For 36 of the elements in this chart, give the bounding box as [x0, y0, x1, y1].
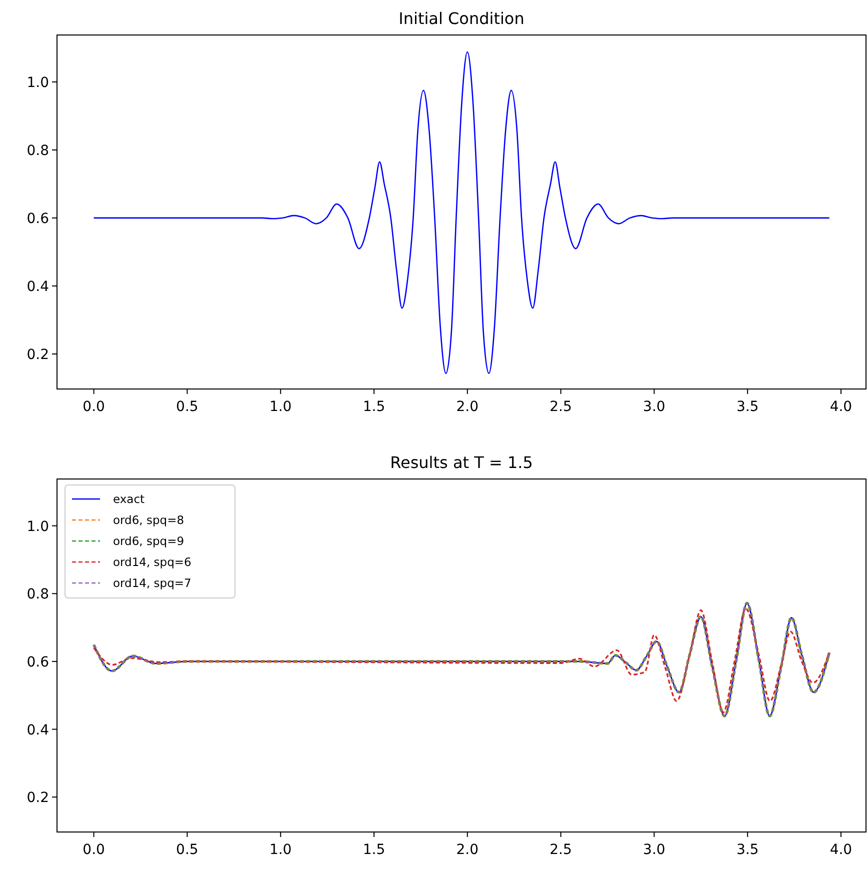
y-tick-label: 0.8: [26, 586, 49, 603]
y-tick-label: 1.0: [26, 74, 49, 91]
y-tick-label: 0.4: [26, 722, 50, 738]
legend-label: exact: [113, 492, 146, 506]
y-tick-label: 0.4: [26, 278, 50, 295]
x-tick-label: 1.5: [362, 842, 386, 858]
x-tick-label: 2.0: [456, 399, 479, 415]
y-tick-label: 0.6: [26, 654, 50, 670]
x-tick-label: 3.0: [643, 842, 666, 858]
x-tick-label: 0.0: [82, 842, 105, 858]
x-tick-label: 4.0: [830, 842, 852, 858]
legend-label: ord14, spq=7: [113, 576, 192, 590]
legend-label: ord6, spq=8: [113, 513, 184, 527]
x-tick-label: 2.5: [550, 842, 572, 858]
x-tick-label: 0.0: [82, 399, 105, 415]
x-tick-label: 2.5: [550, 399, 572, 415]
line-series: [93, 51, 830, 374]
x-tick-label: 3.5: [736, 842, 759, 858]
legend-label: ord14, spq=6: [113, 555, 192, 569]
x-tick-label: 4.0: [830, 399, 852, 415]
x-tick-label: 0.5: [176, 842, 198, 858]
x-tick-label: 1.0: [269, 842, 292, 858]
x-tick-label: 3.0: [643, 399, 666, 415]
y-tick-label: 0.2: [26, 346, 49, 363]
legend-label: ord6, spq=9: [113, 534, 184, 548]
x-tick-label: 2.0: [456, 842, 479, 858]
chart-title: Results at T = 1.5: [390, 453, 533, 472]
y-tick-label: 0.6: [26, 210, 50, 227]
x-tick-label: 1.5: [362, 399, 386, 415]
y-tick-label: 1.0: [26, 518, 49, 535]
y-tick-label: 0.8: [26, 142, 49, 159]
x-tick-label: 0.5: [176, 399, 198, 415]
x-tick-label: 1.0: [269, 399, 292, 415]
y-tick-label: 0.2: [26, 790, 49, 806]
chart-title: Initial Condition: [398, 9, 524, 28]
x-tick-label: 3.5: [736, 399, 759, 415]
